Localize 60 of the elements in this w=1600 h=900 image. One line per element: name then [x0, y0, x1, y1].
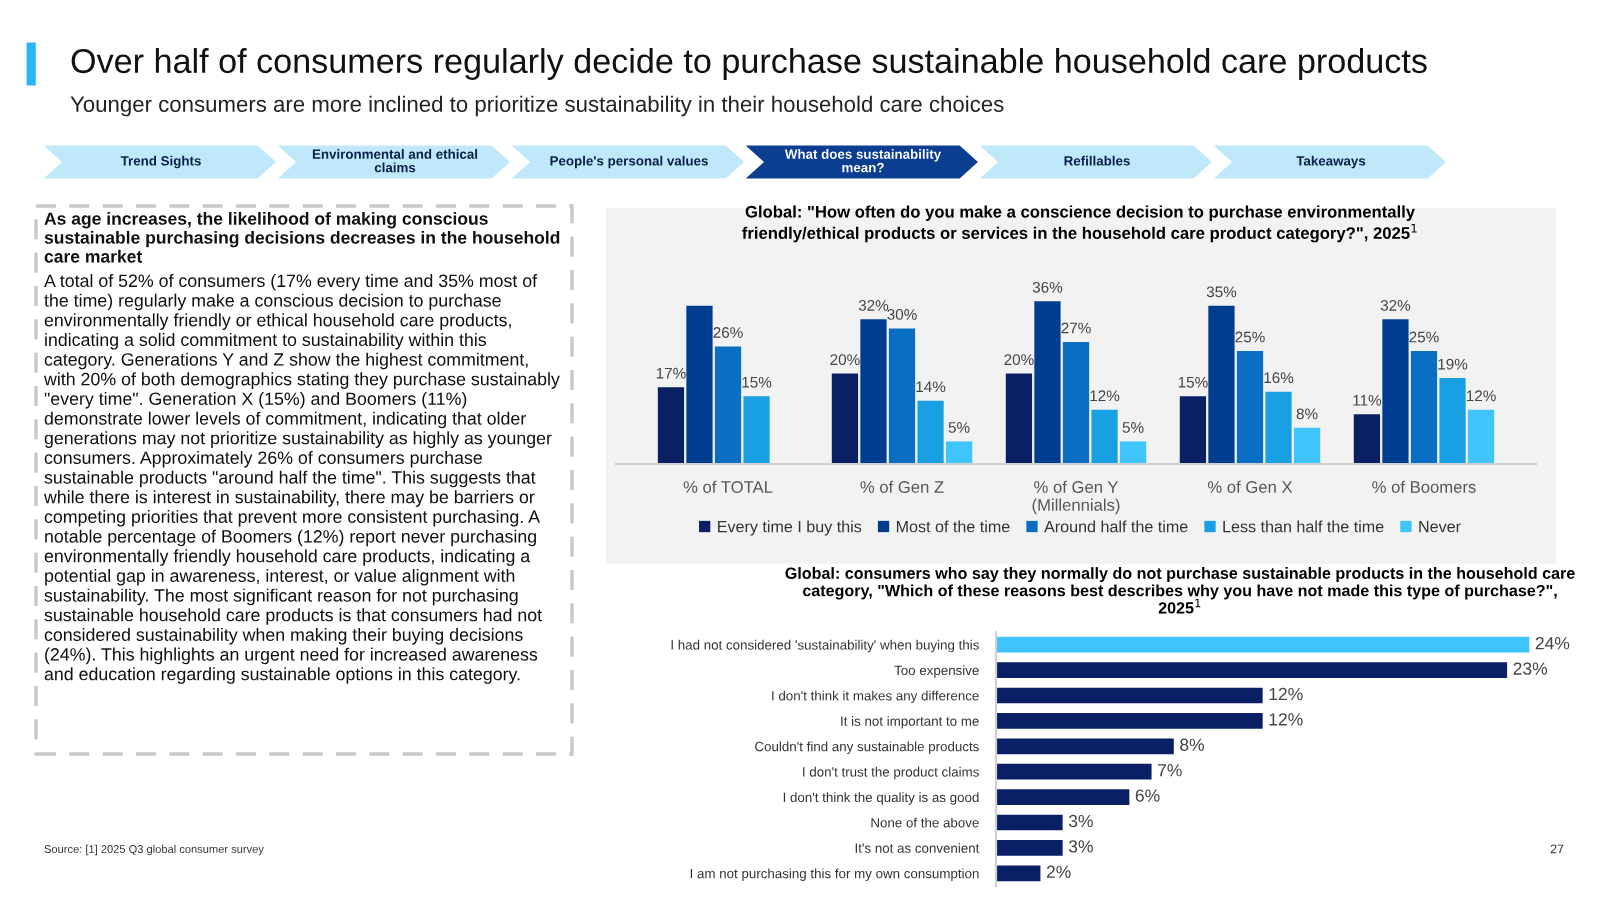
text: A total of 52% of consumers (17% every time and 35% most of the time) regularly make a conscious decision to purchase environmentally friendly or ethical household care products, indicating a solid commitment to sustainability within this category. Generations Y and Z show the highest commitment, with 20% of both demographics stating they purchase sustainably "every time". Generation X (15%) and Boomers (11%) demonstrate lower levels of commitment, indicating that older generations may not prioritize sustainability as highly as younger consumers. Approximately 26% of consumers purchase sustainable products "around half the time". This suggests that while there is interest in sustainability, there may be barriers or competing priorities that prevent more consistent purchasing. A notable percentage of Boomers (12%) report never purchasing environmentally friendly household care products, indicating a potential gap in awareness, interest, or value alignment with sustainability. The most significant reason for not purchasing sustainable household care products is that consumers had not considered sustainability when making their buying decisions (24%). This highlights an urgent need for increased awareness and education regarding sustainable options in this category. — [43, 274, 560, 684]
bar — [1439, 378, 1466, 464]
data-label: 7% — [1158, 764, 1182, 777]
x-tick-label: % of Gen Z — [860, 480, 944, 493]
bar — [1091, 409, 1118, 464]
legend-label: Every time I buy this — [718, 520, 862, 536]
bar — [1005, 373, 1033, 464]
bar — [860, 319, 887, 464]
bar — [1410, 351, 1438, 464]
x-tick-label: % of Gen X — [1207, 480, 1293, 493]
data-label: 3% — [1068, 814, 1093, 828]
x-tick-label: % of Gen Y (Millennials) — [1032, 480, 1120, 515]
bar — [686, 305, 713, 464]
bar — [996, 789, 1130, 805]
legend-label: Around half the time — [1044, 520, 1188, 533]
bar — [657, 387, 685, 464]
legend-label: Never — [1419, 521, 1461, 533]
legend-label: Most of the time — [896, 520, 1010, 533]
bar — [1293, 427, 1321, 464]
bar — [996, 636, 1530, 653]
bar — [888, 328, 916, 464]
bar — [996, 763, 1152, 780]
bar — [1353, 414, 1381, 464]
chart-title: Global: "How often do you make a conscience decision to purchase environmentally friendly/ethical products or services in the household care product category?", 2025$^{1}$ — [742, 205, 1417, 243]
bar — [1382, 319, 1409, 464]
bar — [996, 687, 1263, 704]
bar — [1119, 441, 1147, 464]
bar — [996, 840, 1063, 856]
bar — [996, 662, 1508, 678]
bar — [1208, 305, 1235, 464]
data-label: 24% — [1535, 637, 1570, 650]
bar — [1034, 301, 1061, 464]
bar — [996, 713, 1263, 729]
bar — [743, 396, 770, 464]
text: Younger consumers are more inclined to prioritize sustainability in their household care choices — [70, 95, 1004, 117]
bar — [1467, 409, 1495, 464]
x-tick-label: % of Boomers — [1372, 480, 1476, 493]
bar — [714, 346, 742, 464]
bar — [831, 373, 859, 464]
legend-label: Less than half the time — [1223, 520, 1384, 533]
data-label: 23% — [1513, 662, 1548, 675]
bar — [996, 814, 1063, 831]
bar — [917, 400, 944, 464]
data-label: 12% — [1269, 687, 1303, 701]
data-label: 8% — [1180, 738, 1204, 751]
x-tick-label: % of TOTAL — [683, 480, 773, 493]
bar — [1265, 391, 1292, 464]
bar — [996, 865, 1041, 882]
bar — [1236, 351, 1264, 464]
data-label: 6% — [1135, 789, 1160, 802]
bar — [1179, 396, 1207, 464]
bar — [996, 738, 1174, 755]
text: Over half of consumers regularly decide to purchase sustainable household care products — [71, 48, 1427, 80]
chart-title: Global: consumers who say they normally do not purchase sustainable products in the household care category, "Which of these reasons best describes why you have not made this type of purchase?", 2025$^{1}$ — [785, 567, 1575, 614]
data-label: 2% — [1046, 865, 1071, 878]
bar — [1062, 341, 1090, 464]
bar — [945, 441, 973, 464]
text: As age increases, the likelihood of making conscious sustainable purchasing decisions decreases in the household care market — [44, 212, 560, 263]
data-label: 12% — [1269, 713, 1303, 726]
data-label: 3% — [1068, 840, 1093, 853]
